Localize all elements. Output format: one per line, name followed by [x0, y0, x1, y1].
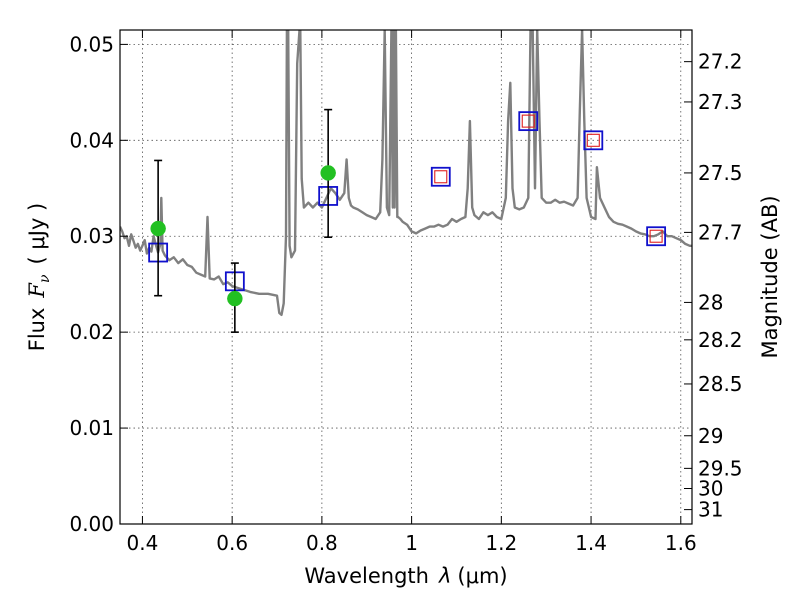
- model-square-marker: [646, 226, 667, 247]
- y-axis-label-subscript: ν: [37, 274, 53, 283]
- photometry-markers: [148, 108, 667, 333]
- x-axis-label-units: (μm): [457, 564, 507, 588]
- y-tick-label: 0.02: [69, 320, 114, 344]
- y-tick-label: 0.05: [69, 32, 114, 56]
- x-tick-label: 1.4: [575, 531, 607, 555]
- model-square-marker: [518, 111, 539, 132]
- y2-tick-label: 28.5: [698, 372, 743, 396]
- model-square-inner-marker: [649, 229, 663, 243]
- y2-tick-label: 29: [698, 424, 723, 448]
- observed-point: [320, 165, 336, 181]
- model-square-inner-marker: [434, 170, 448, 184]
- y-axis-label-prefix: Flux: [25, 308, 49, 352]
- spectrum-series: [120, 30, 692, 317]
- y-tick-label: 0.00: [69, 512, 114, 536]
- x-axis-label-lambda: λ: [438, 564, 451, 588]
- model-square-marker: [583, 130, 604, 151]
- y2-tick-label: 28.2: [698, 328, 743, 352]
- y2-tick-label: 28: [698, 290, 723, 314]
- y-axis-label: Flux Fν ( μJy ): [25, 203, 53, 351]
- x-tick-label: 1.6: [665, 531, 697, 555]
- y2-tick-label: 27.3: [698, 90, 743, 114]
- y-tick-label: 0.01: [69, 416, 114, 440]
- y2-tick-label: 27.7: [698, 220, 743, 244]
- x-tick-label: 0.6: [216, 531, 248, 555]
- y2-tick-label: 27.2: [698, 50, 743, 74]
- x-axis-label: Wavelength λ (μm): [304, 564, 507, 588]
- observed-point: [227, 290, 243, 307]
- observed-point: [150, 220, 166, 237]
- model-square-marker: [430, 166, 451, 187]
- plot-frame: [119, 29, 693, 525]
- axis-ticks: 0.4 0.6 0.8 1 1.2 1.4 1.6 0.00 0.01 0.02 0.03 0.04 0…: [69, 30, 743, 555]
- x-tick-label: 0.4: [127, 531, 159, 555]
- y-tick-label: 0.03: [69, 224, 114, 248]
- y-axis-label-symbol: F: [25, 282, 49, 299]
- y2-tick-label: 31: [698, 498, 723, 522]
- model-square-inner-marker: [586, 133, 600, 147]
- y2-tick-label: 27.5: [698, 161, 743, 185]
- y2-tick-label: 30: [698, 477, 723, 501]
- y2-tick-label: 29.5: [698, 456, 743, 480]
- y2-axis-label: Magnitude (AB): [758, 195, 782, 358]
- y-tick-label: 0.04: [69, 128, 114, 152]
- x-tick-label: 0.8: [306, 531, 338, 555]
- spectrum-line: [120, 30, 692, 317]
- y-axis-label-units: ( μJy ): [25, 203, 49, 265]
- x-axis-label-prefix: Wavelength: [304, 564, 429, 588]
- x-tick-label: 1: [405, 531, 418, 555]
- x-tick-label: 1.2: [485, 531, 517, 555]
- model-square-inner-marker: [521, 114, 535, 128]
